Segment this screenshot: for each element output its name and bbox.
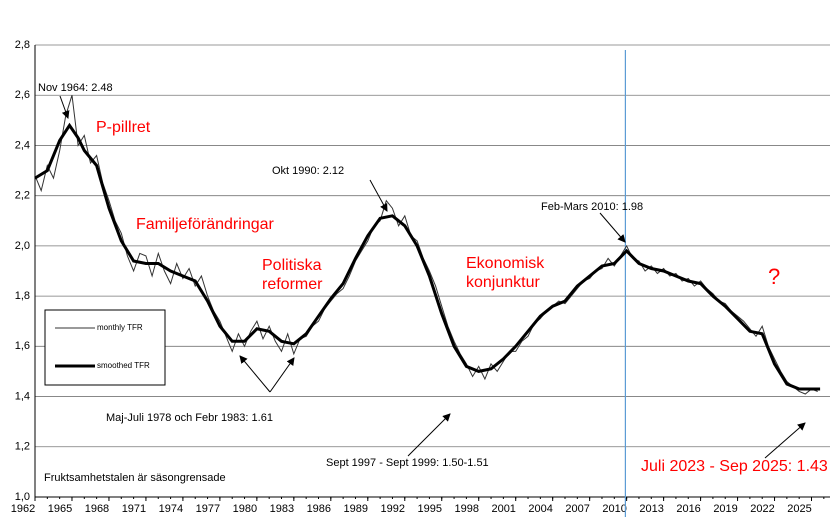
legend-label: monthly TFR [97,323,143,332]
y-tick-label: 1,4 [15,390,30,402]
annotation: Fruktsamhetstalen är säsongrensade [44,472,226,484]
annotation: konjunktur [466,274,540,291]
legend-label: smoothed TFR [97,361,150,370]
x-tick-label: 2001 [491,503,515,515]
y-tick-label: 1,2 [15,441,30,453]
x-tick-label: 1983 [270,503,294,515]
annotation: Nov 1964: 2.48 [38,82,113,94]
annotation: Feb-Mars 2010: 1.98 [541,201,643,213]
x-tick-label: 1995 [418,503,442,515]
y-tick-label: 2,0 [15,240,30,252]
arrow [369,179,388,212]
x-tick-label: 1962 [11,503,35,515]
arrow [407,413,451,457]
x-tick-label: 1992 [381,503,405,515]
arrow [59,95,70,119]
x-tick-label: 2025 [787,503,811,515]
x-tick-label: 1989 [344,503,368,515]
annotation: ? [768,264,780,289]
x-tick-label: 1977 [196,503,220,515]
x-tick-label: 2010 [602,503,626,515]
y-tick-label: 1,6 [15,340,30,352]
x-tick-label: 2013 [639,503,663,515]
annotation: Ekonomisk [466,255,545,272]
arrow [764,422,806,459]
x-tick-label: 2004 [528,503,552,515]
annotation: Familjeförändringar [136,216,275,233]
x-tick-label: 1974 [159,503,183,515]
y-tick-label: 2,8 [15,39,30,51]
x-tick-label: 2016 [676,503,700,515]
x-tick-label: 1998 [454,503,478,515]
y-tick-label: 1,0 [15,491,30,503]
x-tick-label: 2019 [713,503,737,515]
y-tick-label: 1,8 [15,290,30,302]
x-tick-label: 1965 [48,503,72,515]
x-tick-label: 1971 [122,503,146,515]
annotation: Juli 2023 - Sep 2025: 1.43 [641,458,828,475]
arrow [269,357,295,393]
x-tick-label: 1968 [85,503,109,515]
y-tick-label: 2,2 [15,190,30,202]
y-tick-label: 2,6 [15,89,30,101]
x-tick-label: 2007 [565,503,589,515]
annotation: Politiska [262,257,322,274]
x-tick-label: 1986 [307,503,331,515]
arrow [239,355,271,393]
annotation: Okt 1990: 2.12 [272,165,344,177]
y-tick-label: 2,4 [15,139,30,151]
annotation: P-pillret [96,119,151,136]
annotation: reformer [262,276,323,293]
arrow [599,212,626,243]
legend-box [44,309,166,386]
annotation: Maj-Juli 1978 och Febr 1983: 1.61 [106,412,273,424]
annotation: Sept 1997 - Sept 1999: 1.50-1.51 [326,457,489,469]
x-tick-label: 1980 [233,503,257,515]
series-line [34,122,821,391]
x-tick-label: 2022 [750,503,774,515]
